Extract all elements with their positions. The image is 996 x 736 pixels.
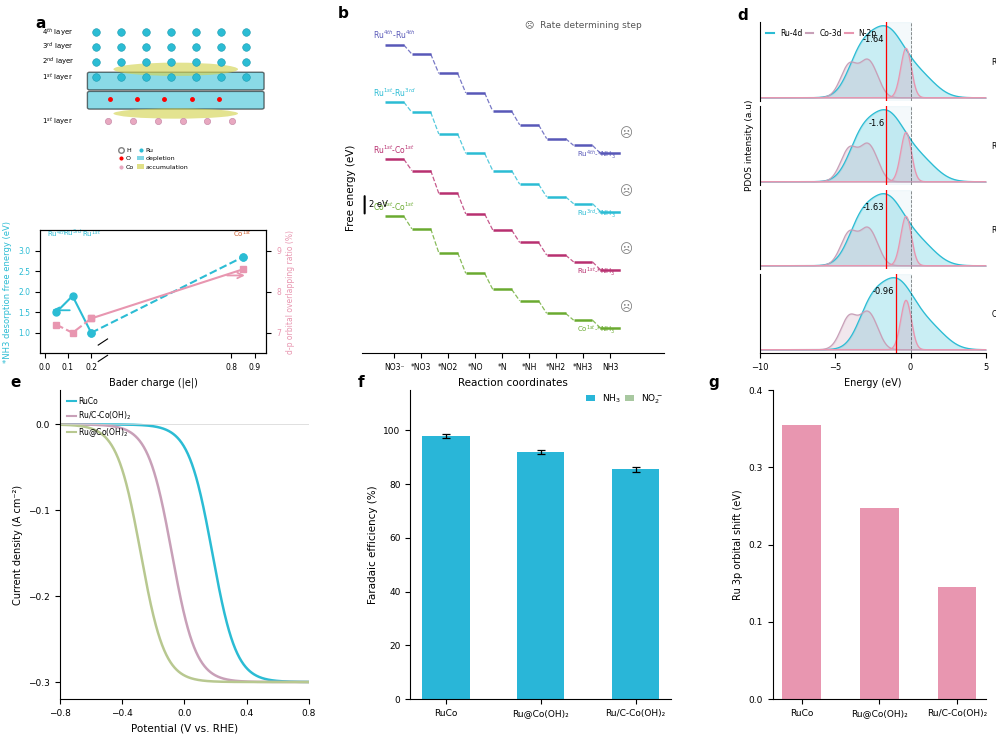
Text: ☹: ☹: [620, 302, 632, 314]
Text: ☹: ☹: [620, 127, 632, 140]
X-axis label: Bader charge (|e|): Bader charge (|e|): [109, 378, 197, 388]
Text: -0.96: -0.96: [873, 287, 894, 296]
Bar: [885, 22, 910, 102]
Legend: H, O, Co, Ru, depletion, accumulation: H, O, Co, Ru, depletion, accumulation: [116, 145, 191, 172]
RuCo: [241, 665, 253, 673]
Text: Ru$^{3rd}$-*NH$_3$: Ru$^{3rd}$-*NH$_3$: [577, 207, 616, 219]
Bar: [860, 508, 898, 699]
Text: e: e: [10, 375, 20, 389]
Text: -1.6: -1.6: [869, 119, 884, 128]
Text: Co$^{1st}$: Co$^{1st}$: [233, 227, 252, 238]
Ru/C-Co(OH)$_2$: [200, 664, 212, 673]
Ellipse shape: [114, 63, 238, 76]
Bar: [612, 464, 659, 470]
Legend: RuCo, Ru/C-Co(OH)$_2$, Ru@Co(OH)$_2$: RuCo, Ru/C-Co(OH)$_2$, Ru@Co(OH)$_2$: [64, 394, 134, 442]
Text: -1.63: -1.63: [863, 203, 884, 212]
Ru@Co(OH)$_2$: [98, 431, 110, 440]
Text: ☹  Rate determining step: ☹ Rate determining step: [525, 21, 641, 29]
Line: Ru@Co(OH)$_2$: Ru@Co(OH)$_2$: [60, 425, 309, 682]
Ru@Co(OH)$_2$: [200, 676, 212, 685]
Bar: [517, 447, 565, 452]
Text: Ru$^{1st}$-Co$^{1st}$: Ru$^{1st}$-Co$^{1st}$: [373, 144, 414, 156]
Legend: Ru-4d, Co-3d, N-2p: Ru-4d, Co-3d, N-2p: [763, 26, 879, 41]
FancyBboxPatch shape: [88, 72, 264, 90]
Y-axis label: PDOS intensity (a.u): PDOS intensity (a.u): [745, 100, 754, 191]
Bar: [782, 425, 821, 699]
Text: a: a: [35, 16, 46, 31]
Bar: [937, 587, 976, 699]
RuCo: [54, 420, 66, 429]
Y-axis label: Current density (A cm⁻²): Current density (A cm⁻²): [13, 484, 23, 605]
Text: Co$^{1st}$-*NH$_3$: Co$^{1st}$-*NH$_3$: [578, 324, 616, 336]
Ru@Co(OH)$_2$: [303, 678, 315, 687]
X-axis label: Potential (V vs. RHE): Potential (V vs. RHE): [130, 723, 238, 734]
Y-axis label: Free energy (eV): Free energy (eV): [347, 144, 357, 231]
Text: 2 eV: 2 eV: [369, 200, 387, 209]
Text: Ru$^{4th}$: Ru$^{4th}$: [47, 227, 66, 238]
Ru/C-Co(OH)$_2$: [303, 678, 315, 687]
RuCo: [118, 420, 129, 429]
Text: -1.64: -1.64: [863, 35, 884, 44]
Ru/C-Co(OH)$_2$: [98, 421, 110, 430]
Y-axis label: *NH3 desorption free energy (eV): *NH3 desorption free energy (eV): [3, 221, 12, 363]
X-axis label: Reaction coordinates: Reaction coordinates: [458, 378, 568, 388]
Bar: [422, 436, 469, 699]
Bar: [422, 432, 469, 436]
Text: Ru$^{4th}$-*NH$_3$: Ru$^{4th}$-*NH$_3$: [577, 149, 616, 161]
Text: Ru$^{1st}$-*NH$_3$: Ru$^{1st}$-*NH$_3$: [577, 266, 616, 277]
Bar: [517, 452, 565, 699]
Ru/C-Co(OH)$_2$: [241, 677, 253, 686]
Ru@Co(OH)$_2$: [54, 420, 66, 429]
Text: 1$^{st}$ layer: 1$^{st}$ layer: [42, 115, 73, 127]
Text: 4$^{th}$ layer: 4$^{th}$ layer: [42, 26, 74, 38]
Y-axis label: Ru 3p orbital shift (eV): Ru 3p orbital shift (eV): [733, 489, 743, 600]
Text: f: f: [358, 375, 365, 389]
Text: Co$^{1st}$-Co$^{1st}$: Co$^{1st}$-Co$^{1st}$: [373, 200, 414, 213]
Y-axis label: d-p orbital overlapping ratio (%): d-p orbital overlapping ratio (%): [287, 230, 296, 354]
FancyBboxPatch shape: [88, 91, 264, 109]
Text: 1$^{st}$ layer: 1$^{st}$ layer: [42, 71, 73, 82]
Bar: [885, 190, 910, 269]
Text: Ru$^{1st}$-Ru$^{3rd}$: Ru$^{1st}$-Ru$^{3rd}$: [373, 86, 415, 99]
Ru/C-Co(OH)$_2$: [166, 552, 178, 561]
Text: 2$^{nd}$ layer: 2$^{nd}$ layer: [42, 56, 75, 68]
Text: b: b: [338, 5, 349, 21]
Ru@Co(OH)$_2$: [241, 678, 253, 687]
Text: ☹: ☹: [620, 243, 632, 256]
RuCo: [98, 420, 110, 429]
Ru@Co(OH)$_2$: [118, 470, 129, 479]
Line: RuCo: RuCo: [60, 425, 309, 682]
Text: Ru$^{4th}$-Ru$^{4th}$: Ru$^{4th}$-Ru$^{4th}$: [373, 29, 415, 41]
Text: 3$^{rd}$ layer: 3$^{rd}$ layer: [42, 41, 74, 53]
Text: d: d: [737, 8, 748, 23]
RuCo: [166, 429, 178, 438]
Text: Co$^{1st}$-*NH$_3$: Co$^{1st}$-*NH$_3$: [991, 307, 996, 321]
Ru@Co(OH)$_2$: [166, 661, 178, 670]
Text: Ru$^{4th}$-*NH$_3$: Ru$^{4th}$-*NH$_3$: [991, 54, 996, 68]
Line: Ru/C-Co(OH)$_2$: Ru/C-Co(OH)$_2$: [60, 425, 309, 682]
Ru@Co(OH)$_2$: [220, 677, 232, 686]
Y-axis label: Faradaic efficiency (%): Faradaic efficiency (%): [368, 485, 377, 604]
Ru/C-Co(OH)$_2$: [220, 675, 232, 684]
Ru/C-Co(OH)$_2$: [118, 425, 129, 434]
Bar: [886, 106, 910, 185]
Text: Ru$^{3rd}$-*NH$_3$: Ru$^{3rd}$-*NH$_3$: [991, 138, 996, 152]
Text: Ru$^{3rd}$: Ru$^{3rd}$: [63, 227, 83, 239]
Text: Ru$^{1st}$-*NH$_3$: Ru$^{1st}$-*NH$_3$: [991, 223, 996, 237]
Text: g: g: [708, 375, 719, 389]
Bar: [612, 470, 659, 699]
Text: Ru$^{1st}$: Ru$^{1st}$: [82, 227, 101, 238]
Ru/C-Co(OH)$_2$: [54, 420, 66, 429]
RuCo: [303, 678, 315, 687]
Text: ☹: ☹: [620, 185, 632, 198]
Legend: NH$_3$, NO$_2^-$: NH$_3$, NO$_2^-$: [582, 389, 666, 409]
RuCo: [200, 518, 212, 527]
RuCo: [220, 615, 232, 624]
X-axis label: Energy (eV): Energy (eV): [844, 378, 901, 388]
Bar: [896, 274, 910, 353]
Ellipse shape: [114, 108, 238, 118]
